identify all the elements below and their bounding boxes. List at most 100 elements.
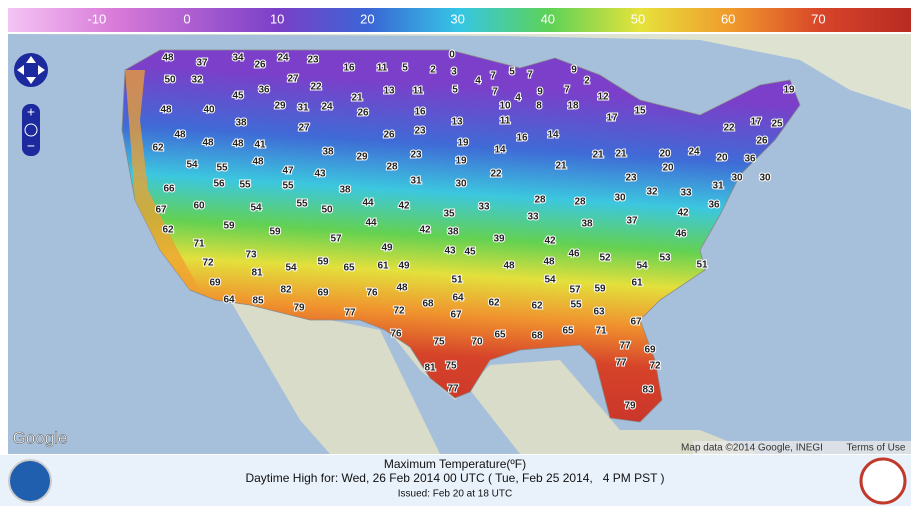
temperature-label: 34 [232, 53, 244, 64]
temperature-label: 41 [254, 140, 266, 151]
zoom-in[interactable]: + [27, 104, 35, 120]
temperature-label: 48 [396, 283, 408, 294]
temperature-label: 32 [191, 75, 203, 86]
mexico-land [230, 300, 760, 454]
legend-tick-label: 70 [811, 11, 825, 26]
temperature-label: 24 [688, 147, 700, 158]
temperature-label: 5 [402, 63, 408, 74]
temperature-label: 22 [310, 82, 322, 93]
temperature-label: 61 [631, 278, 643, 289]
temperature-label: 36 [708, 200, 720, 211]
temperature-label: 69 [209, 278, 221, 289]
temperature-label: 72 [649, 361, 661, 372]
temperature-label: 11 [377, 63, 388, 74]
globe-icon[interactable] [24, 123, 38, 137]
temperature-label: 23 [414, 126, 426, 137]
temperature-label: 73 [245, 250, 257, 261]
color-bar [8, 8, 911, 32]
zoom-out[interactable]: − [27, 138, 35, 154]
temperature-label: 69 [317, 288, 329, 299]
temperature-label: 13 [383, 86, 395, 97]
temperature-label: 31 [410, 176, 422, 187]
temperature-label: 13 [451, 117, 463, 128]
temperature-label: 42 [419, 225, 431, 236]
temperature-label: 39 [493, 234, 505, 245]
temperature-label: 42 [398, 201, 410, 212]
temperature-label: 48 [232, 139, 244, 150]
temperature-label: 25 [771, 119, 783, 130]
temperature-label: 22 [723, 123, 735, 134]
temperature-label: 43 [314, 169, 326, 180]
temperature-label: 26 [756, 136, 768, 147]
temperature-label: 60 [193, 201, 205, 212]
temperature-label: 21 [592, 150, 604, 161]
coast-warm [125, 70, 200, 290]
terms-link[interactable]: Terms of Use [847, 443, 906, 454]
temperature-label: 8 [536, 101, 542, 112]
temperature-label: 64 [223, 295, 235, 306]
temperature-label: 52 [599, 253, 611, 264]
nws-logo [859, 457, 907, 505]
legend-tick-label: 0 [183, 11, 190, 26]
temperature-label: 48 [543, 257, 555, 268]
attribution-box [693, 441, 911, 454]
temperature-label: 46 [568, 249, 580, 260]
legend-tick-label: 20 [360, 11, 374, 26]
temperature-label: 7 [527, 70, 533, 81]
map-attribution: Map data ©2014 Google, INEGI [681, 443, 823, 454]
temperature-label: 4 [475, 76, 481, 87]
temperature-label: 65 [494, 330, 506, 341]
temperature-label: 30 [731, 173, 743, 184]
temperature-label: 9 [571, 65, 577, 76]
temperature-label: 5 [452, 85, 458, 96]
temperature-label: 68 [531, 331, 543, 342]
temperature-label: 50 [321, 205, 333, 216]
temperature-label: 12 [597, 92, 609, 103]
temperature-label: 77 [344, 308, 356, 319]
temperature-label: 24 [321, 102, 333, 113]
temperature-label: 48 [160, 105, 172, 116]
temperature-label: 45 [464, 247, 476, 258]
temperature-label: 62 [152, 143, 164, 154]
temperature-label: 53 [659, 253, 671, 264]
temperature-label: 14 [547, 130, 559, 141]
temperature-label: 79 [293, 303, 305, 314]
temperature-label: 21 [351, 93, 363, 104]
temperature-label: 57 [330, 234, 342, 245]
temperature-label: 75 [445, 361, 457, 372]
temperature-label: 54 [544, 275, 556, 286]
canada-land [8, 34, 911, 110]
temperature-label: 26 [254, 60, 266, 71]
temperature-label: 20 [662, 163, 674, 174]
nav-control[interactable]: + − [14, 53, 48, 156]
temperature-label: 11 [413, 86, 424, 97]
legend-tick-label: 40 [541, 11, 555, 26]
temperature-label: 19 [457, 138, 469, 149]
temperature-label: 7 [564, 85, 570, 96]
temperature-label: 24 [277, 53, 289, 64]
temperature-label: 21 [555, 161, 567, 172]
zoom-control[interactable] [22, 104, 40, 156]
pan-control[interactable] [14, 53, 48, 87]
temperature-label: 29 [274, 101, 286, 112]
temperature-label: 21 [615, 149, 627, 160]
temperature-label: 63 [593, 307, 605, 318]
temperature-label: 59 [317, 257, 329, 268]
temperature-label: 28 [574, 197, 586, 208]
temperature-label: 27 [287, 74, 299, 85]
temperature-label: 45 [232, 91, 244, 102]
temperature-label: 10 [499, 101, 511, 112]
temperature-label: 54 [285, 263, 297, 274]
temperature-label: 48 [202, 138, 214, 149]
legend-tick-label: 10 [270, 11, 284, 26]
temperature-label: 33 [478, 202, 490, 213]
footer [0, 455, 911, 506]
temperature-label: 44 [365, 218, 377, 229]
temperature-label: 65 [343, 263, 355, 274]
temperature-label: 69 [644, 345, 656, 356]
temperature-label: 5 [509, 67, 515, 78]
temperature-label: 19 [783, 85, 795, 96]
temperature-label: 59 [594, 284, 606, 295]
temperature-label: 33 [527, 212, 539, 223]
